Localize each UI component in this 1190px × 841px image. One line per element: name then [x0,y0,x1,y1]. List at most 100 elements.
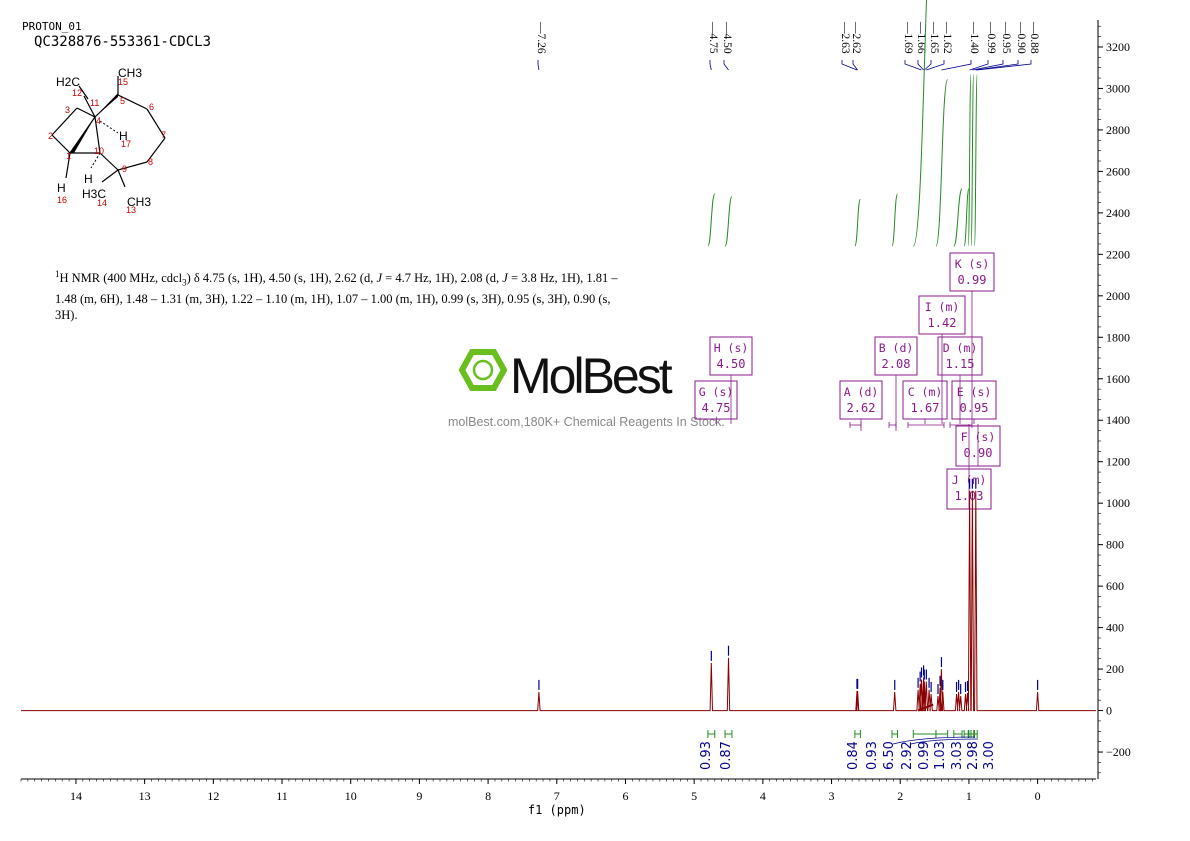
sample-name: QC328876-553361-CDCL3 [34,34,212,50]
molecule-atom-label: H [119,129,128,143]
y-tick-label: 3000 [1106,81,1130,95]
molecule-atom-number: 4 [96,116,101,126]
x-axis-title: f1 (ppm) [528,803,586,817]
y-tick-label: 600 [1106,579,1124,593]
nmr-description: 1H NMR (400 MHz, cdcl3) δ 4.75 (s, 1H), … [55,266,635,323]
molecule-bond [76,107,96,118]
molecule-atom-number: 5 [120,96,125,106]
molecule-atom-number: 17 [121,139,131,149]
molecule-bond [146,137,166,163]
multiplet-shift: 2.62 [847,401,876,415]
molecule-bond [99,152,119,171]
molecule-hash-bond [90,152,101,169]
integral-curves [707,0,978,738]
y-tick-label: 1200 [1106,455,1130,469]
peak-label: —4.50 [721,21,733,54]
peak-connector [969,60,989,71]
peak-connector [924,60,932,71]
y-tick-label: 1600 [1106,372,1130,386]
integral-value: 0.99 [917,741,932,770]
molecule-atom-number: 13 [126,205,136,215]
integral-curve [891,193,898,247]
peak-label: —0.99 [985,21,997,54]
peak-label: —1.69 [902,21,914,54]
peak-label: —0.95 [1000,21,1012,54]
molecule-bond [51,134,71,154]
molecule-atom-number: 11 [90,98,99,108]
y-tick-label: 2800 [1106,123,1130,137]
molecule-atom-number: 15 [118,77,128,87]
multiplet-hump [917,703,934,712]
molecule-atom-number: 9 [122,164,127,174]
x-tick-label: 5 [691,789,697,803]
molecule-double-bond [78,85,89,100]
x-tick-label: 10 [345,789,357,803]
peak-connector [852,60,858,71]
molecule-bond [117,169,126,188]
peak-label: —1.40 [968,21,980,54]
molecule-atom-number: 1 [66,151,71,161]
multiplet-shift: 1.42 [928,316,957,330]
integral-value: 2.92 [900,741,915,770]
y-tick-label: 400 [1106,621,1124,635]
y-tick-label: 800 [1106,538,1124,552]
peak-label: —1.65 [928,21,940,54]
logo-hexagon-icon [458,349,508,391]
molecule-atom-label: H [84,172,93,186]
molecule-bond [101,169,119,183]
peak-connector [917,60,924,71]
peak-connector [709,60,712,71]
peak-connector [977,60,1032,71]
integral-values: 0.93 0.87 0.84 0.93 6.50 2.92 0.99 1.03 3.03 2.98… [699,736,997,770]
integral-curve [973,73,978,247]
molecule-atom-number: 6 [149,102,154,112]
nucleus-superscript: 1 [55,269,60,279]
y-tick-label: 1400 [1106,413,1130,427]
x-tick-label: 12 [207,789,219,803]
integral-value: 3.03 [950,741,965,770]
integral-curve [967,73,972,247]
nmr-text-part4: = 3.8 Hz, 1H), 1.81 – 1.48 (m, 6H), 1.48… [55,271,618,322]
molecule-bond [117,161,148,171]
peak-connector [941,60,972,71]
molecule-bond [117,94,148,110]
integral-value: 2.98 [966,741,981,770]
molecule-atom-number: 14 [97,198,107,208]
logo-wordmark: MolBest [510,348,673,404]
multiplet-label: D (m) [943,341,978,355]
multiplet-shift: 4.50 [717,357,746,371]
multiplet-label: H (s) [714,341,749,355]
x-tick-label: 1 [966,789,972,803]
x-tick-label: 0 [1035,789,1041,803]
nmr-text-part2: ) δ 4.75 (s, 1H), 4.50 (s, 1H), 2.62 (d, [186,271,377,286]
integral-curve [953,188,963,247]
y-tick-label: 1800 [1106,330,1130,344]
logo-ring-icon [472,359,494,381]
integral-curve [963,188,970,247]
y-tick-label: 2200 [1106,247,1130,261]
molecule-bond [94,116,101,154]
j-symbol-2: J [502,271,508,286]
molecule-atom-label: H2C [56,75,80,89]
molecule-bond [83,95,96,118]
multiplet-shift: 0.95 [960,401,989,415]
molecule-atom-label: H3C [82,187,106,201]
multiplet-shift: 2.08 [882,357,911,371]
multiplet-label: K (s) [955,257,990,271]
x-tick-label: 4 [760,789,766,803]
multiplet-label: B (d) [879,341,914,355]
experiment-label: PROTON_01 [22,20,82,33]
spectrum-trace-group [21,478,1096,712]
integral-value: 1.03 [933,741,948,770]
watermark: MolBest molBest.com,180K+ Chemical Reagen… [448,348,725,429]
peak-label: —2.62 [850,21,862,54]
molecule-bond [51,107,78,136]
multiplet-shift: 1.15 [946,357,975,371]
multiplet-label: A (d) [844,385,879,399]
multiplet-boxes: A (d) 2.62 B (d) 2.08 C (m) 1.67 D (m) 1.15 E (s… [694,252,1001,510]
chart-axes: 14 13 12 11 10 9 8 7 6 5 4 3 2 1 0f1 (ppm)−20002004006… [20,20,1131,817]
peak-label: —0.90 [1015,21,1027,54]
integral-curve [707,193,716,247]
